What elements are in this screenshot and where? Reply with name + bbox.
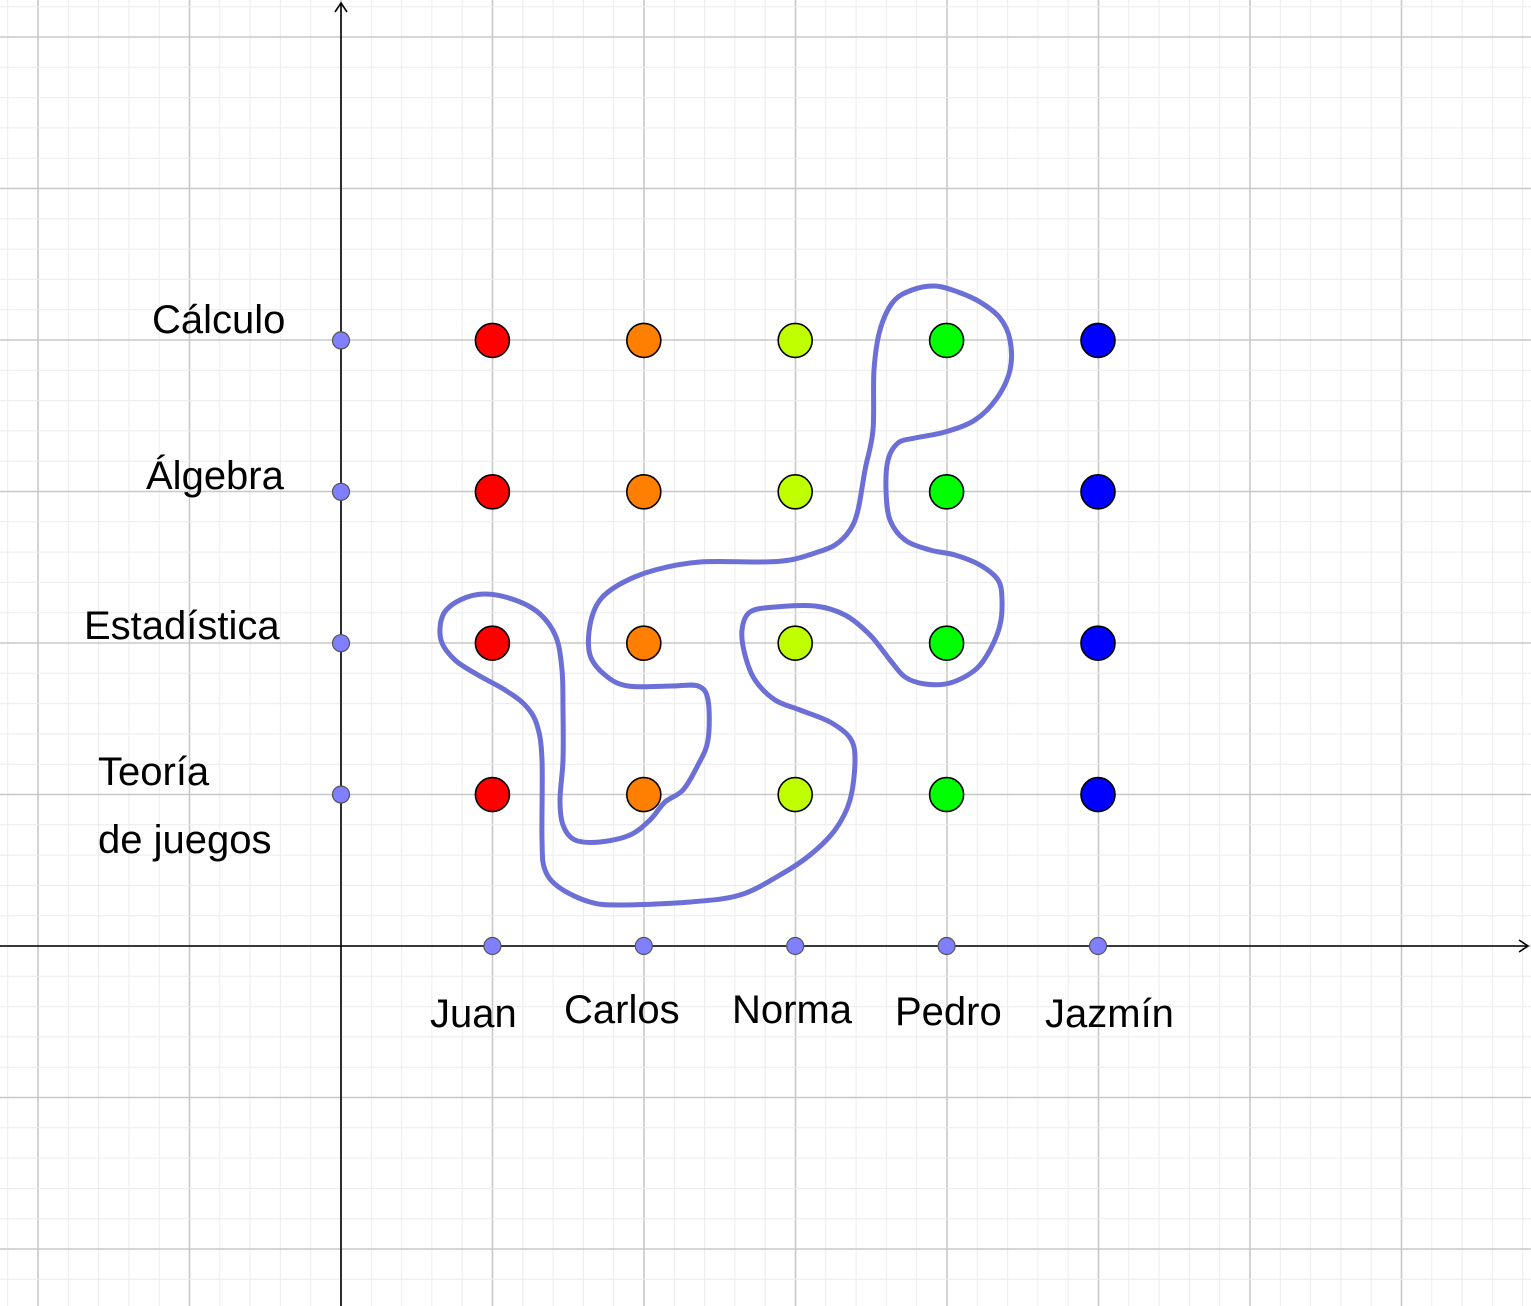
subject-label-calculo: Cálculo: [152, 298, 286, 342]
x-axis-point: [1088, 936, 1108, 956]
y-axis-point: [331, 634, 351, 653]
pair-point: [474, 473, 511, 510]
pair-point: [625, 473, 662, 510]
student-label-carlos: Carlos: [564, 988, 680, 1032]
student-label-pedro: Pedro: [895, 990, 1002, 1034]
hand-drawn-curve: [437, 283, 1014, 908]
pair-point: [777, 776, 814, 813]
subject-label-teoria: Teoría: [98, 750, 210, 794]
student-label-jazmin: Jazmín: [1045, 992, 1174, 1036]
pair-point: [1080, 473, 1116, 510]
pair-point: [928, 322, 965, 359]
y-axis-arrow: [334, 1, 348, 13]
y-axis-point: [331, 785, 351, 804]
student-label-norma: Norma: [732, 988, 853, 1032]
y-axis-point: [331, 331, 351, 350]
pair-point: [625, 322, 662, 359]
pair-point: [1080, 776, 1116, 813]
student-label-juan: Juan: [430, 992, 517, 1036]
x-axis-point: [634, 936, 653, 956]
pair-point: [928, 473, 965, 510]
pair-point: [1080, 625, 1116, 662]
pair-point: [625, 776, 662, 813]
pair-point: [777, 322, 814, 359]
pair-point: [777, 625, 814, 662]
pair-point: [928, 625, 965, 662]
pair-point: [474, 776, 511, 813]
pair-point: [777, 473, 814, 510]
pair-point: [1080, 322, 1116, 359]
subject-label-de-juegos: de juegos: [98, 818, 272, 862]
points: [331, 322, 1116, 956]
pair-point: [474, 322, 511, 359]
x-axis-point: [786, 936, 805, 956]
pair-point: [928, 776, 965, 813]
y-axis-point: [331, 482, 351, 501]
x-axis-point: [937, 936, 956, 956]
pair-point: [625, 625, 662, 662]
subject-label-algebra: Álgebra: [146, 454, 284, 498]
x-axis-point: [483, 936, 502, 956]
subject-label-estadistica: Estadística: [84, 604, 280, 648]
pair-point: [474, 625, 511, 662]
x-axis-arrow: [1518, 939, 1530, 953]
